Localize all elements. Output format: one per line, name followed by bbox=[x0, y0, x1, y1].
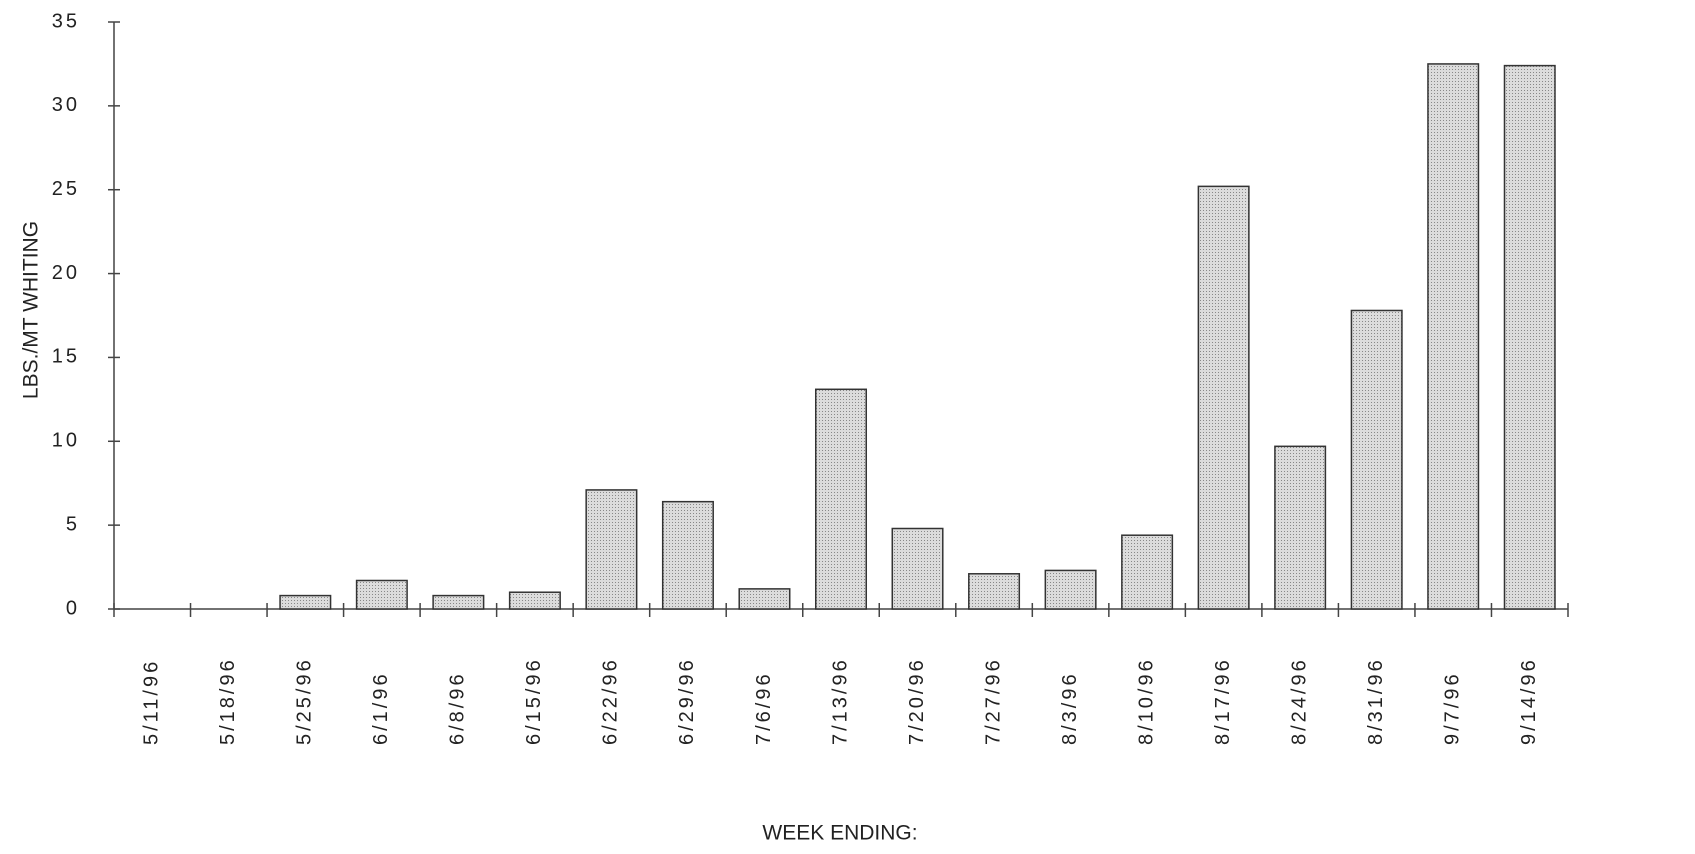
y-tick-label: 25 bbox=[52, 178, 80, 200]
bar bbox=[1503, 64, 1556, 610]
bar bbox=[432, 594, 485, 610]
x-tick-label: 7/13/96 bbox=[829, 657, 851, 745]
x-tick-label: 6/29/96 bbox=[676, 657, 698, 745]
bar bbox=[891, 527, 944, 610]
bar bbox=[1274, 445, 1327, 610]
y-tick-label: 5 bbox=[66, 513, 80, 535]
y-tick-label: 35 bbox=[52, 10, 80, 32]
x-tick-label: 9/7/96 bbox=[1441, 671, 1463, 745]
x-tick-label: 5/18/96 bbox=[217, 657, 239, 745]
x-axis-title: WEEK ENDING: bbox=[762, 822, 917, 845]
y-tick-label: 20 bbox=[52, 262, 80, 284]
y-tick-label: 10 bbox=[52, 430, 80, 452]
x-tick-label: 7/20/96 bbox=[906, 657, 928, 745]
bar bbox=[814, 388, 868, 610]
x-tick-label: 5/25/96 bbox=[294, 657, 316, 745]
x-tick-label: 8/24/96 bbox=[1288, 657, 1310, 745]
y-axis-title: LBS./MT WHITING bbox=[20, 221, 43, 399]
bar bbox=[738, 588, 791, 610]
y-tick-label: 30 bbox=[52, 94, 80, 116]
x-tick-label: 6/8/96 bbox=[447, 671, 469, 745]
bar bbox=[1350, 309, 1403, 610]
x-tick-label: 8/10/96 bbox=[1135, 657, 1157, 745]
bar bbox=[1197, 185, 1250, 610]
bar bbox=[279, 594, 332, 610]
x-tick-label: 8/31/96 bbox=[1365, 657, 1387, 745]
bar bbox=[1427, 63, 1480, 610]
bar bbox=[661, 500, 714, 610]
bar bbox=[1044, 569, 1097, 610]
bar bbox=[508, 591, 561, 610]
y-tick-label: 0 bbox=[66, 597, 80, 619]
x-tick-label: 7/6/96 bbox=[753, 671, 775, 745]
bar bbox=[968, 573, 1021, 610]
x-tick-label: 6/22/96 bbox=[600, 657, 622, 745]
x-tick-label: 7/27/96 bbox=[982, 657, 1004, 745]
x-tick-label: 8/17/96 bbox=[1212, 657, 1234, 745]
x-tick-label: 5/11/96 bbox=[141, 659, 163, 745]
bar bbox=[585, 489, 638, 610]
x-tick-label: 9/14/96 bbox=[1518, 657, 1540, 745]
bar bbox=[1121, 534, 1174, 610]
x-tick-label: 6/15/96 bbox=[523, 657, 545, 745]
bar bbox=[355, 579, 408, 610]
x-tick-label: 6/1/96 bbox=[370, 671, 392, 745]
y-tick-label: 15 bbox=[52, 346, 80, 368]
x-tick-label: 8/3/96 bbox=[1059, 671, 1081, 745]
